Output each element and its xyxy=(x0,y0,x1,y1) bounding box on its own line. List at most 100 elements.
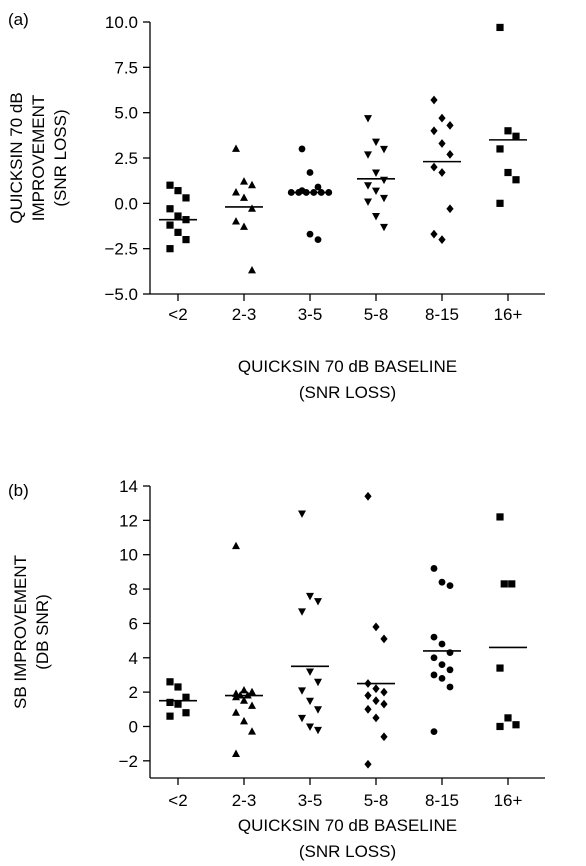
y-tick-label: 0 xyxy=(129,717,138,736)
data-point xyxy=(380,732,388,742)
data-point xyxy=(372,622,380,632)
data-point xyxy=(240,696,248,704)
data-point xyxy=(306,697,314,706)
data-point xyxy=(496,23,504,32)
data-point xyxy=(446,120,454,130)
data-point xyxy=(232,692,240,701)
y-tick-label: 7.5 xyxy=(114,58,138,77)
y-tick-label: 6 xyxy=(129,614,138,633)
y-tick-label: −5.0 xyxy=(104,285,138,304)
y-tick-label: 8 xyxy=(129,580,138,599)
data-point xyxy=(182,236,190,244)
data-point xyxy=(248,727,256,735)
data-point xyxy=(438,578,446,586)
data-point xyxy=(504,127,512,135)
data-point xyxy=(248,701,256,709)
data-point xyxy=(372,684,380,694)
data-point xyxy=(306,169,314,176)
data-point xyxy=(372,713,380,723)
x-axis-title: QUICKSIN 70 dB BASELINE xyxy=(238,357,457,376)
data-point xyxy=(380,145,388,154)
data-point xyxy=(372,213,380,221)
data-point xyxy=(314,598,322,606)
data-point xyxy=(446,582,454,590)
data-point xyxy=(496,199,504,207)
y-tick-label: 0.0 xyxy=(114,194,138,213)
data-point xyxy=(314,236,322,244)
x-tick-label: 16+ xyxy=(494,791,523,810)
data-point xyxy=(380,194,388,203)
data-point xyxy=(380,634,388,644)
data-point xyxy=(306,668,314,676)
data-point xyxy=(364,691,372,700)
x-axis-title: (SNR LOSS) xyxy=(299,383,396,402)
data-point xyxy=(438,661,446,669)
data-point xyxy=(500,580,508,588)
data-point xyxy=(174,683,182,691)
data-point xyxy=(512,721,520,729)
y-axis-title: (DB SNR) xyxy=(33,594,52,670)
data-point xyxy=(496,513,504,521)
data-point xyxy=(364,759,372,769)
x-tick-label: <2 xyxy=(168,791,187,810)
data-point xyxy=(174,187,182,195)
data-point xyxy=(182,693,190,701)
data-point xyxy=(232,749,240,757)
data-point xyxy=(298,608,306,616)
panel-label: (a) xyxy=(8,10,29,29)
data-point xyxy=(364,491,372,501)
data-point xyxy=(380,699,388,709)
y-axis-title: IMPROVEMENT xyxy=(29,95,48,222)
data-point xyxy=(446,683,454,691)
data-point xyxy=(306,723,314,731)
data-point xyxy=(508,580,516,588)
data-point xyxy=(430,126,438,136)
data-point xyxy=(430,633,438,641)
data-point xyxy=(512,176,520,184)
chart-panel-b: (b) −2 0 2 4 6 8 10 12 14 <2 2-3 3-5 5-8 8-15 16+ QUICKS… xyxy=(8,477,545,861)
y-axis-title: SB IMPROVEMENT xyxy=(11,555,30,709)
data-point xyxy=(430,229,438,239)
data-point xyxy=(240,686,248,694)
data-point xyxy=(446,149,454,159)
y-tick-label: 4 xyxy=(129,649,138,668)
data-point xyxy=(174,228,182,236)
data-point xyxy=(248,180,256,189)
data-point xyxy=(504,168,512,177)
data-point xyxy=(496,664,504,672)
y-tick-label: 2 xyxy=(129,683,138,702)
data-point xyxy=(314,183,322,191)
data-point xyxy=(496,722,504,731)
data-point xyxy=(240,222,248,230)
y-tick-label: 5.0 xyxy=(114,104,138,123)
data-point xyxy=(298,145,306,153)
data-point xyxy=(438,139,446,148)
data-point xyxy=(380,687,388,697)
x-tick-label: 8-15 xyxy=(425,791,459,810)
data-point xyxy=(446,204,454,214)
data-point xyxy=(314,726,322,735)
data-point xyxy=(248,687,256,696)
data-point xyxy=(240,193,248,201)
panel-label: (b) xyxy=(8,481,29,500)
data-point xyxy=(232,188,240,196)
data-point xyxy=(364,115,372,123)
data-point xyxy=(166,712,174,720)
data-point xyxy=(182,709,190,717)
data-point xyxy=(430,162,438,172)
x-axis-title: (SNR LOSS) xyxy=(299,842,396,861)
data-point xyxy=(240,716,248,725)
data-point xyxy=(438,113,446,123)
data-point xyxy=(446,666,454,674)
data-point xyxy=(314,678,322,687)
data-point xyxy=(438,235,446,244)
data-point xyxy=(174,212,182,220)
data-point xyxy=(438,674,446,682)
data-point xyxy=(232,217,240,225)
data-point xyxy=(496,145,504,153)
y-axis-title: (SNR LOSS) xyxy=(51,109,70,206)
data-point xyxy=(380,223,388,232)
data-point xyxy=(248,204,256,212)
y-tick-label: 10 xyxy=(119,546,138,565)
data-point xyxy=(438,168,446,177)
